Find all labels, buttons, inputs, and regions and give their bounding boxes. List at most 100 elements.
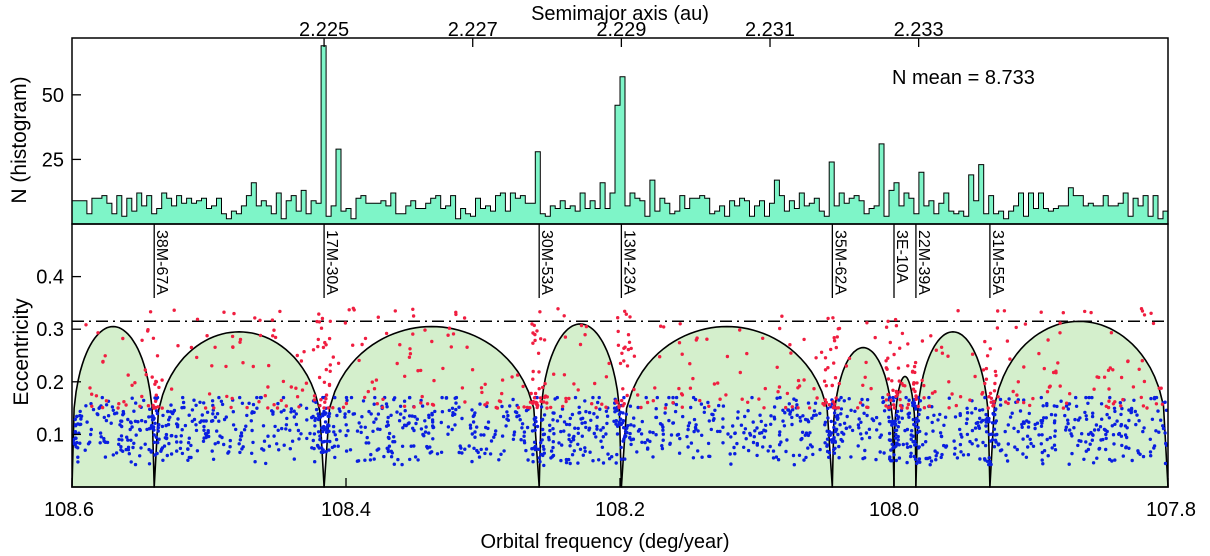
data-point	[323, 340, 327, 345]
data-point	[884, 366, 888, 370]
data-point	[1089, 310, 1093, 315]
data-point	[970, 442, 974, 446]
data-point	[518, 418, 522, 422]
data-point	[776, 458, 781, 462]
data-point	[987, 395, 991, 399]
data-point	[538, 460, 542, 464]
data-point	[617, 412, 622, 416]
data-point	[916, 425, 920, 430]
data-point	[901, 383, 905, 387]
data-point	[888, 438, 892, 443]
data-point	[562, 373, 567, 377]
data-point	[179, 434, 183, 438]
data-point	[146, 404, 151, 408]
data-point	[450, 427, 454, 432]
data-point	[808, 431, 812, 435]
data-point	[653, 386, 657, 390]
data-point	[327, 448, 331, 452]
data-point	[751, 440, 756, 445]
data-point	[94, 394, 99, 398]
data-point	[913, 457, 918, 461]
data-point	[815, 396, 819, 400]
data-point	[281, 395, 286, 400]
data-point	[312, 394, 317, 398]
data-point	[520, 426, 524, 430]
data-point	[1113, 422, 1117, 426]
data-point	[1125, 426, 1129, 430]
data-point	[599, 439, 603, 443]
data-point	[1088, 442, 1092, 446]
data-point	[253, 460, 257, 464]
data-point	[311, 348, 316, 352]
data-point	[187, 413, 191, 417]
data-point	[990, 438, 995, 442]
data-point	[1142, 379, 1147, 384]
data-point	[687, 421, 692, 425]
data-point	[531, 401, 535, 406]
data-point	[530, 447, 534, 451]
data-point	[845, 414, 849, 419]
data-point	[964, 421, 969, 426]
data-point	[330, 445, 335, 450]
data-point	[328, 363, 332, 367]
data-point	[441, 366, 445, 371]
data-point	[225, 394, 229, 399]
data-point	[922, 383, 926, 388]
data-point	[1053, 429, 1058, 433]
data-point	[512, 433, 516, 437]
data-point	[893, 436, 898, 440]
data-point	[878, 422, 882, 426]
data-point	[549, 449, 554, 453]
data-point	[152, 428, 156, 432]
data-point	[576, 426, 580, 431]
data-point	[152, 433, 156, 437]
data-point	[1132, 398, 1136, 402]
data-point	[558, 414, 563, 419]
data-point	[148, 310, 153, 314]
data-point	[946, 354, 950, 358]
data-point	[473, 411, 477, 415]
histogram-y-tick-label: 50	[42, 85, 64, 107]
data-point	[520, 422, 525, 426]
data-point	[888, 340, 892, 345]
data-point	[905, 442, 909, 446]
data-point	[530, 429, 535, 433]
data-point	[981, 368, 986, 372]
data-point	[806, 446, 810, 450]
data-point	[576, 442, 580, 446]
data-point	[532, 440, 537, 444]
data-point	[733, 452, 737, 456]
data-point	[284, 423, 289, 427]
data-point	[463, 400, 467, 404]
data-point	[153, 421, 157, 425]
data-point	[640, 419, 644, 424]
data-point	[987, 456, 991, 460]
data-point	[1059, 399, 1063, 403]
data-point	[833, 429, 838, 434]
data-point	[709, 427, 713, 432]
data-point	[207, 392, 212, 396]
data-point	[733, 431, 737, 435]
data-point	[363, 336, 368, 341]
data-point	[372, 457, 376, 461]
data-point	[890, 442, 894, 446]
bottom-tick-label: 107.8	[1146, 499, 1196, 521]
data-point	[1053, 413, 1058, 417]
data-point	[292, 457, 296, 461]
data-point	[372, 420, 376, 424]
data-point	[796, 386, 800, 390]
data-point	[867, 435, 872, 440]
data-point	[312, 446, 316, 451]
data-point	[826, 406, 830, 411]
data-point	[806, 433, 811, 438]
data-point	[212, 406, 216, 410]
data-point	[804, 455, 808, 460]
data-point	[1130, 458, 1134, 463]
data-point	[202, 424, 206, 429]
data-point	[134, 433, 138, 437]
data-point	[931, 429, 935, 433]
data-point	[267, 444, 272, 448]
data-point	[167, 418, 171, 422]
data-point	[1133, 409, 1138, 414]
data-point	[893, 317, 898, 322]
